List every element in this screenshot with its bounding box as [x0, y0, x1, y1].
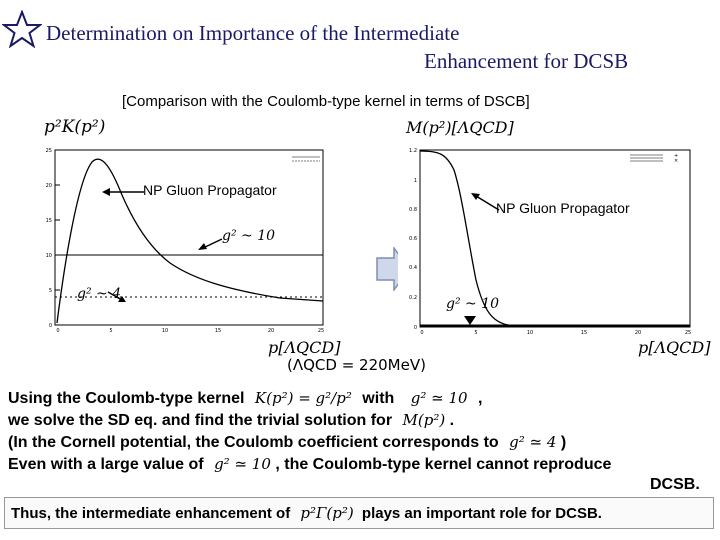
line1-pre: Using the Coulomb-type kernel: [8, 390, 245, 407]
right-xtick-label: 10: [527, 330, 533, 336]
right-xlabel: p[ΛQCD]: [638, 338, 711, 357]
left-xtick-label: 25: [318, 328, 324, 334]
left-g4-arrow: [107, 291, 126, 302]
left-np-arrow: [102, 188, 144, 196]
left-plot-frame: [54, 149, 324, 326]
left-yticks: 0 5 10 15 20 25: [46, 148, 60, 329]
large-coupling: g² ≃ 10: [214, 455, 271, 473]
left-plot: 0 5 10 15 20 25 0 5 10 15 20 25: [30, 140, 330, 340]
left-xtick-label: 10: [162, 328, 168, 334]
right-plot: 0 0.2 0.4 0.6 0.8 1 1.2 0 5 10 15 20 25 …: [398, 140, 704, 340]
right-ylabel: M(p²)[ΛQCD]: [406, 118, 514, 137]
right-xtick-label: 15: [581, 330, 587, 336]
right-xtick-label: 5: [474, 330, 477, 336]
line1-coupling: g² ≃ 10: [410, 389, 468, 407]
text-line-2: we solve the SD eq. and find the trivial…: [8, 411, 454, 430]
left-g4-label: g² ~ 4: [77, 286, 122, 302]
conclusion-post: plays an important role for DCSB.: [361, 505, 602, 522]
left-g10-arrow: [198, 238, 223, 250]
right-np-arrow: [471, 193, 500, 211]
left-xtick-label: 0: [56, 328, 59, 334]
left-np-curve: [56, 158, 324, 324]
svg-text:+: +: [674, 153, 678, 159]
svg-text:×: ×: [674, 158, 678, 164]
page-title-line1: Determination on Importance of the Inter…: [46, 21, 460, 45]
left-xticks: 0 5 10 15 20 25: [56, 328, 324, 334]
left-np-label: NP Gluon Propagator: [143, 182, 277, 198]
left-ytick-label: 20: [46, 183, 52, 189]
text-line-5: DCSB.: [650, 476, 700, 493]
left-ylabel: p²K(p²): [44, 117, 106, 137]
kernel-formula: K(p²) = g²/p²: [254, 389, 352, 407]
left-xlabel: p[ΛQCD]: [268, 338, 341, 357]
line4-pre: Even with a large value of: [8, 456, 204, 473]
vertex-function: p²Γ(p²): [300, 504, 354, 522]
text-line-4: Even with a large value of g² ≃ 10 , the…: [8, 455, 611, 474]
right-ytick-label: 1: [414, 178, 417, 184]
line2-pre: we solve the SD eq. and find the trivial…: [8, 412, 393, 429]
left-ytick-label: 5: [49, 288, 52, 294]
left-xtick-label: 20: [268, 328, 274, 334]
left-g10-label: g² ~ 10: [222, 228, 276, 244]
conclusion-box: Thus, the intermediate enhancement of p²…: [4, 497, 714, 529]
left-xtick-label: 15: [215, 328, 221, 334]
right-xticks: 0 5 10 15 20 25: [420, 330, 691, 336]
cornell-coupling: g² ≃ 4: [509, 433, 557, 451]
left-ytick-label: 25: [46, 148, 52, 154]
left-ytick-label: 0: [49, 323, 52, 329]
left-xtick-label: 5: [109, 328, 112, 334]
line1-end: ,: [478, 390, 483, 407]
right-xtick-label: 0: [420, 330, 423, 336]
right-g10-arrow: [464, 316, 476, 325]
right-ytick-label: 1.2: [409, 148, 417, 154]
right-ytick-label: 0.6: [409, 236, 417, 242]
right-ytick-label: 0.2: [409, 295, 417, 301]
right-np-label: NP Gluon Propagator: [496, 200, 630, 216]
line3-pre: (In the Cornell potential, the Coulomb c…: [8, 434, 499, 451]
line3-end: ): [560, 434, 567, 451]
right-yticks: 0 0.2 0.4 0.6 0.8 1 1.2: [409, 148, 417, 331]
left-ytick-label: 10: [46, 253, 52, 259]
mass-function: M(p²): [402, 411, 446, 429]
right-xtick-label: 20: [635, 330, 641, 336]
right-ytick-label: 0.4: [409, 265, 417, 271]
right-xtick-label: 25: [685, 330, 691, 336]
text-line-3: (In the Cornell potential, the Coulomb c…: [8, 433, 566, 452]
line1-mid: with: [362, 390, 395, 407]
line2-end: .: [449, 412, 455, 429]
star-icon: [2, 10, 42, 48]
lambda-note: (ΛQCD = 220MeV): [287, 356, 426, 374]
right-ytick-label: 0.8: [409, 207, 417, 213]
right-g10-label: g² ~ 10: [446, 296, 500, 312]
page-title-line2: Enhancement for DCSB: [424, 49, 629, 73]
left-ytick-label: 15: [46, 218, 52, 224]
conclusion-pre: Thus, the intermediate enhancement of: [11, 505, 291, 522]
line4-end: , the Coulomb-type kernel cannot reprodu…: [275, 456, 612, 473]
right-ytick-label: 0: [414, 325, 417, 331]
subtitle: [Comparison with the Coulomb-type kernel…: [122, 93, 530, 110]
conclusion-text: Thus, the intermediate enhancement of p²…: [11, 504, 602, 522]
text-line-1: Using the Coulomb-type kernel K(p²) = g²…: [8, 389, 482, 408]
